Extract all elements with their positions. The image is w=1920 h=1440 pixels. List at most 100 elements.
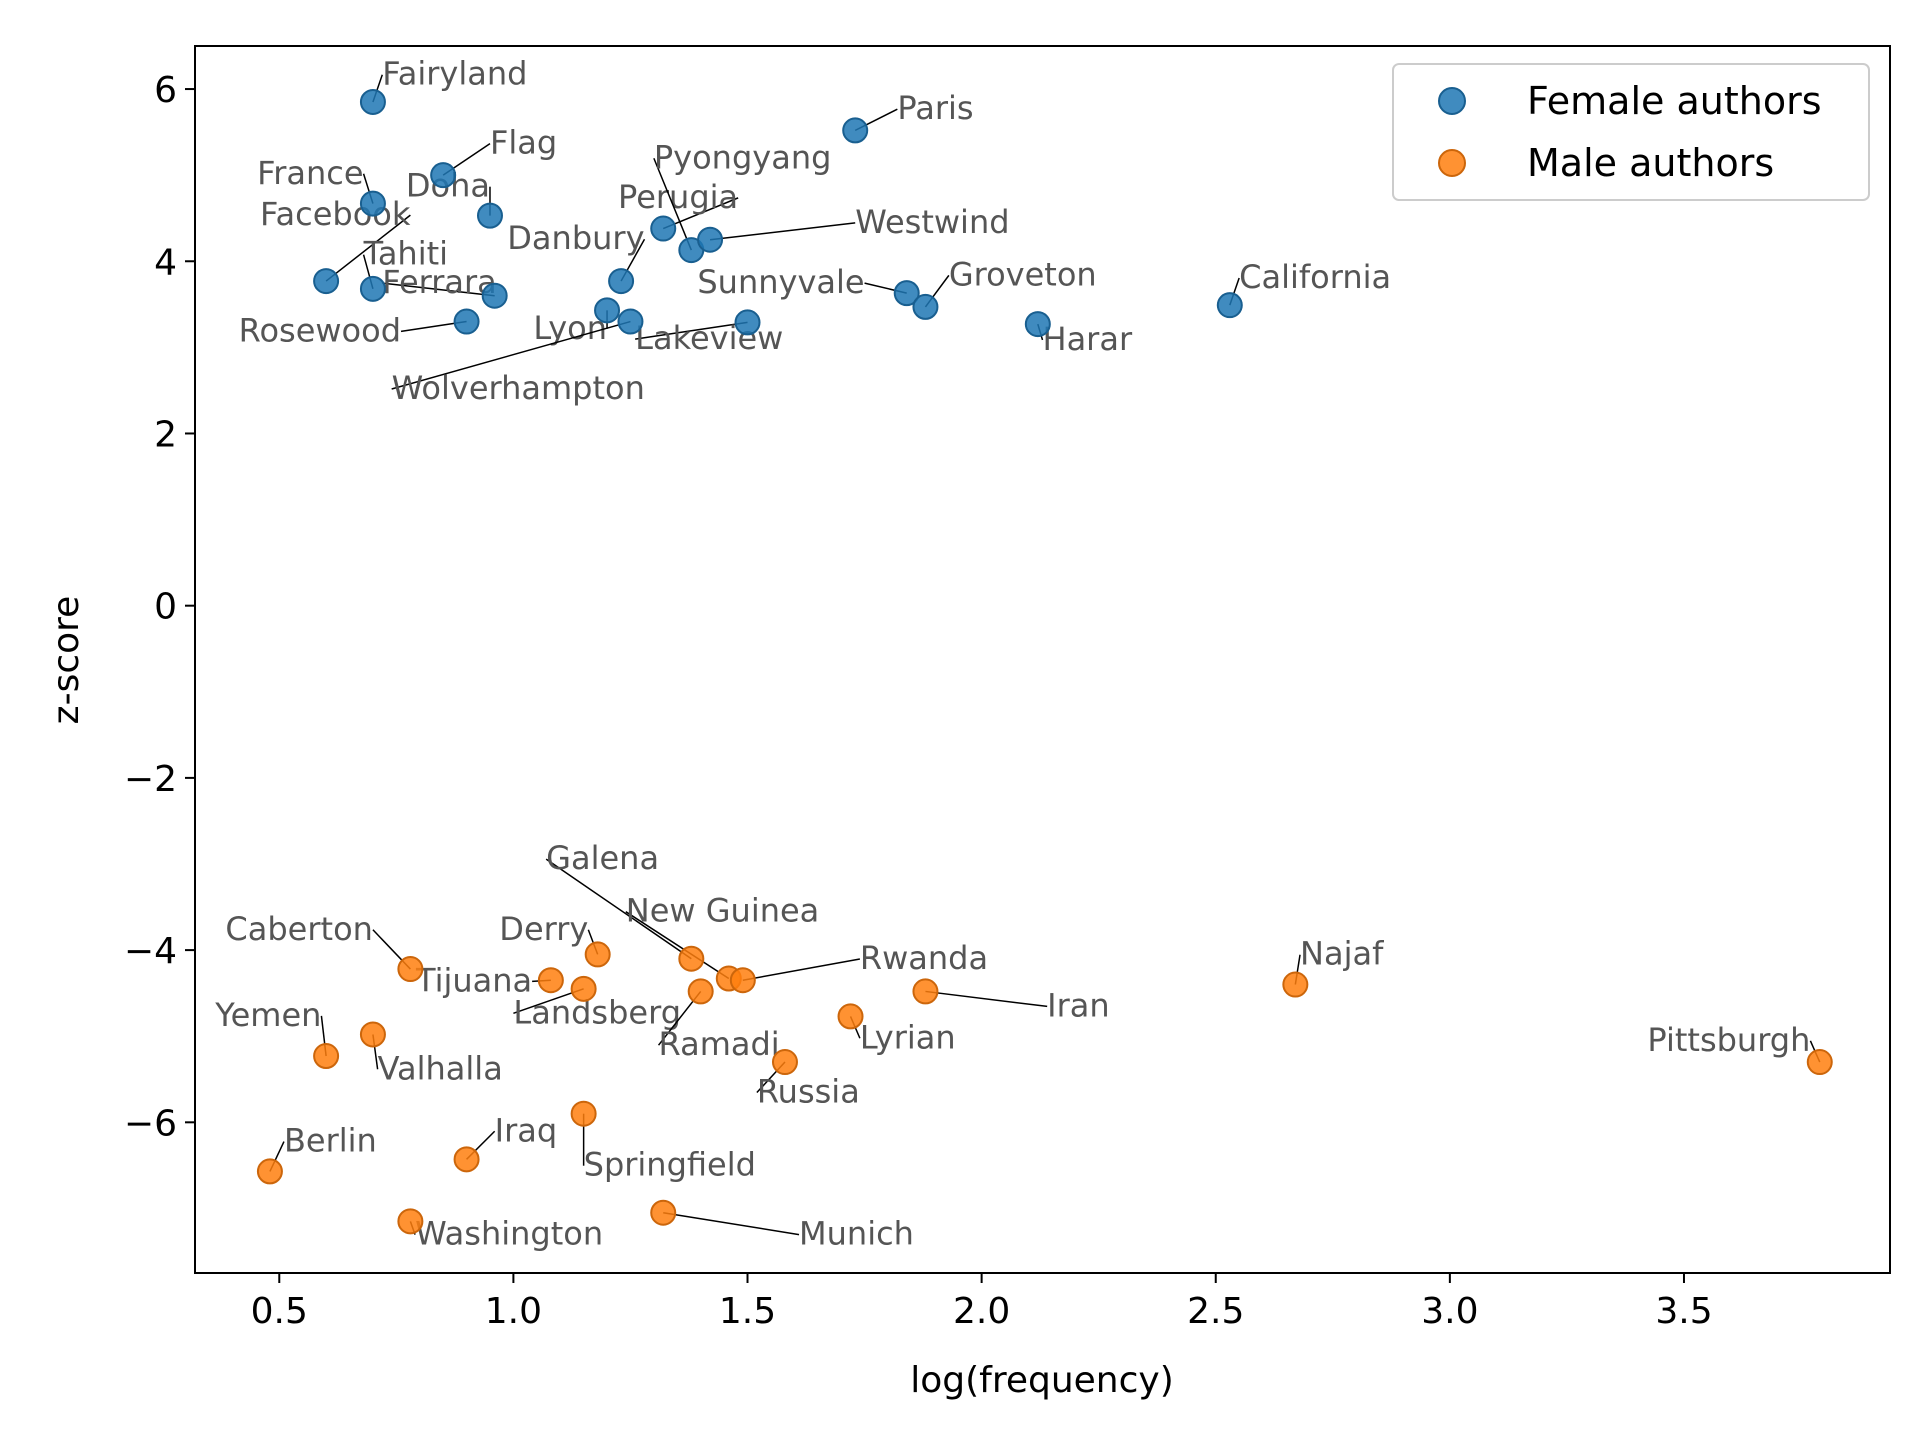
point-label-landsberg: Landsberg: [513, 993, 681, 1031]
point-labels: FairylandFlagFranceDohaFacebookTahitiFer…: [214, 55, 1821, 1253]
point-label-pyongyang: Pyongyang: [654, 138, 832, 176]
point-flag: [430, 162, 457, 189]
point-iran: [912, 978, 939, 1005]
point-label-rwanda: Rwanda: [860, 939, 988, 977]
point-najaf: [1282, 971, 1309, 998]
point-tahiti: [359, 275, 386, 302]
point-label-washington: Washington: [415, 1215, 603, 1253]
x-tick-label: 0.5: [251, 1291, 308, 1332]
leader-line-perugia: [662, 197, 739, 230]
point-munich: [650, 1199, 677, 1226]
point-lyon: [594, 297, 621, 324]
x-tick-label: 2.5: [1187, 1291, 1244, 1332]
point-label-paris: Paris: [897, 89, 973, 127]
point-berlin: [256, 1158, 283, 1185]
y-tick-label: −6: [124, 1103, 177, 1144]
y-tick-label: −2: [124, 759, 177, 800]
leader-line-wolverhampton: [391, 320, 631, 390]
legend-marker-male: [1438, 149, 1466, 177]
leader-line-pyongyang: [653, 157, 693, 251]
x-tick-label: 3.5: [1655, 1291, 1712, 1332]
point-label-harar: Harar: [1043, 320, 1133, 358]
point-danbury: [608, 268, 635, 295]
point-label-groveton: Groveton: [949, 255, 1097, 293]
data-points: [256, 88, 1833, 1235]
plot-frame: [194, 45, 1891, 1274]
y-tick-label: 4: [154, 242, 177, 283]
point-lyrian: [837, 1003, 864, 1030]
point-derry: [584, 941, 611, 968]
leader-line-munich: [663, 1211, 800, 1236]
point-label-pittsburgh: Pittsburgh: [1647, 1021, 1810, 1059]
x-tick-label: 3.0: [1421, 1291, 1478, 1332]
y-tick-label: 2: [154, 414, 177, 455]
point-label-california: California: [1239, 258, 1391, 296]
leader-line-lakeview: [635, 321, 748, 340]
point-facebook: [313, 268, 340, 295]
point-wolverhampton: [617, 308, 644, 335]
point-california: [1216, 292, 1243, 319]
point-label-ramadi: Ramadi: [659, 1025, 780, 1063]
legend-label-male: Male authors: [1527, 141, 1774, 185]
point-label-rosewood: Rosewood: [239, 311, 401, 349]
legend-marker-female: [1438, 87, 1466, 115]
point-sunnyvale: [893, 280, 920, 307]
point-westwind: [697, 226, 724, 253]
leader-line-ferrara: [382, 282, 495, 297]
y-axis: 6 4 2 0 −2 −4 −6: [124, 70, 195, 1144]
leader-line-facebook: [325, 214, 411, 282]
point-label-iraq: Iraq: [495, 1111, 558, 1149]
point-label-perugia: Perugia: [618, 178, 738, 216]
leader-line-galena: [545, 858, 692, 960]
y-tick-label: 0: [154, 587, 177, 628]
point-pittsburgh: [1806, 1049, 1833, 1076]
point-label-tijuana: Tijuana: [415, 961, 532, 999]
x-tick-label: 1.5: [719, 1291, 776, 1332]
point-france: [359, 190, 386, 217]
point-label-valhalla: Valhalla: [378, 1049, 503, 1087]
point-label-iran: Iran: [1047, 986, 1109, 1024]
point-label-facebook: Facebook: [260, 195, 411, 233]
point-label-lyon: Lyon: [533, 309, 607, 347]
point-rwanda: [729, 967, 756, 994]
point-label-galena: Galena: [546, 839, 659, 877]
x-axis: 0.5 1.0 1.5 2.0 2.5 3.0 3.5: [251, 1273, 1713, 1332]
point-label-springfield: Springfield: [584, 1146, 756, 1184]
point-washington: [397, 1208, 424, 1235]
leader-line-iran: [925, 990, 1048, 1008]
legend: Female authors Male authors: [1392, 63, 1870, 201]
y-axis-label: z-score: [46, 596, 87, 725]
point-groveton: [912, 293, 939, 320]
point-galena: [678, 945, 705, 972]
point-doha: [476, 202, 503, 229]
point-label-tahiti: Tahiti: [363, 235, 448, 273]
point-label-russia: Russia: [757, 1073, 860, 1111]
point-russia: [771, 1049, 798, 1076]
point-label-fairyland: Fairyland: [382, 55, 527, 93]
point-landsberg: [570, 975, 597, 1002]
point-label-wolverhampton: Wolverhampton: [392, 369, 645, 407]
point-label-lyrian: Lyrian: [860, 1018, 956, 1056]
point-label-new-guinea: New Guinea: [626, 892, 820, 930]
x-tick-label: 2.0: [953, 1291, 1010, 1332]
point-ferrara: [481, 282, 508, 309]
point-paris: [842, 117, 869, 144]
point-lakeview: [734, 309, 761, 336]
point-label-caberton: Caberton: [225, 910, 373, 948]
x-tick-label: 1.0: [485, 1291, 542, 1332]
point-label-sunnyvale: Sunnyvale: [697, 263, 864, 301]
leader-line-westwind: [709, 222, 856, 241]
point-springfield: [570, 1100, 597, 1127]
point-harar: [1024, 311, 1051, 338]
point-yemen: [313, 1043, 340, 1070]
point-valhalla: [359, 1021, 386, 1048]
leader-line-new-guinea: [625, 911, 730, 980]
point-rosewood: [453, 308, 480, 335]
point-label-lakeview: Lakeview: [635, 319, 783, 357]
point-ramadi: [687, 978, 714, 1005]
y-tick-label: −4: [124, 931, 177, 972]
point-label-flag: Flag: [490, 124, 557, 162]
point-label-france: France: [257, 154, 363, 192]
legend-frame: [1392, 63, 1870, 201]
